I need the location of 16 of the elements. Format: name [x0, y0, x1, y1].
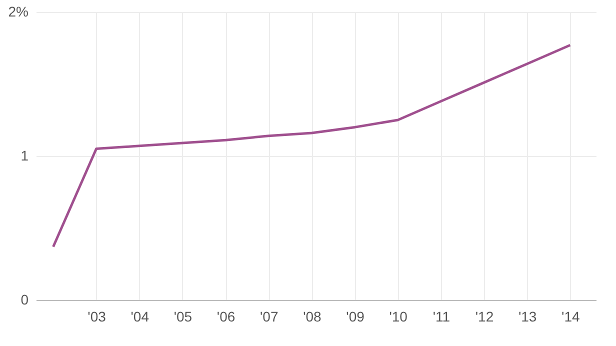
x-tick-label: '09 — [346, 308, 365, 324]
x-tick-label: '05 — [174, 308, 192, 324]
x-tick-label: '10 — [389, 308, 408, 324]
x-tick-label: '08 — [303, 308, 322, 324]
x-tick-label: '13 — [518, 308, 537, 324]
x-tick-label: '03 — [88, 308, 106, 324]
x-tick-label: '12 — [475, 308, 494, 324]
x-tick-label: '14 — [562, 308, 580, 324]
x-tick-label: '11 — [432, 308, 450, 324]
y-tick-label: 2% — [8, 4, 28, 20]
y-tick-label: 0 — [20, 292, 29, 308]
line-series — [52, 44, 572, 248]
x-tick-label: '07 — [260, 308, 278, 324]
x-tick-label: '06 — [216, 308, 236, 324]
y-tick-label: 1 — [20, 148, 29, 164]
x-tick-label: '04 — [130, 308, 150, 324]
